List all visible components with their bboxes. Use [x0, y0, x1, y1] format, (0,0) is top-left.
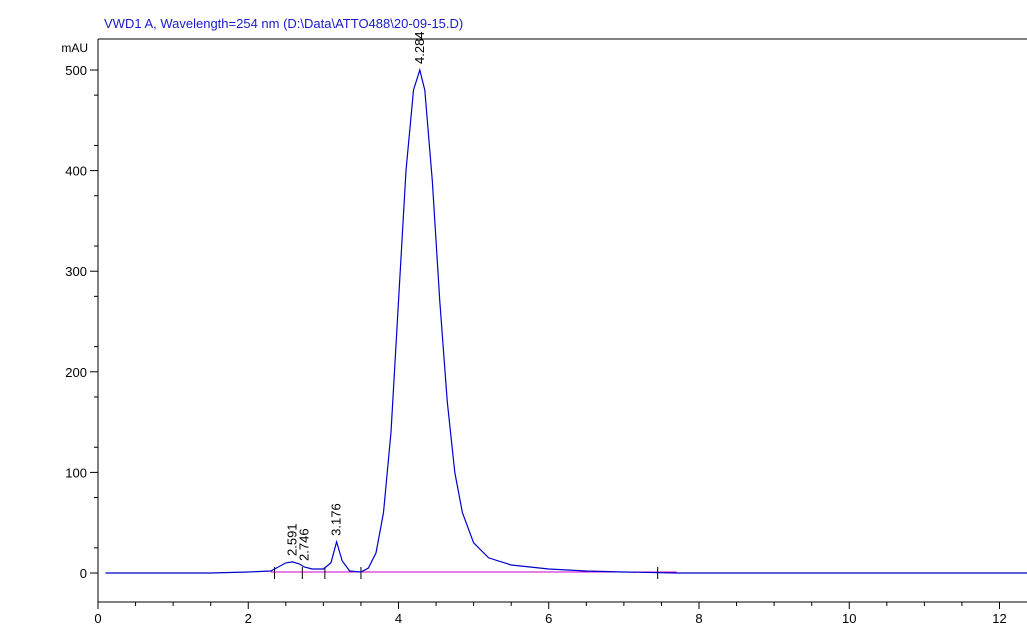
y-tick-label: 100: [65, 465, 87, 480]
peak-label: 2.746: [296, 528, 311, 561]
y-tick-label: 300: [65, 264, 87, 279]
x-tick-label: 6: [545, 611, 552, 626]
signal-trace-line: [105, 67, 1027, 574]
x-tick-label: 10: [842, 611, 856, 626]
y-tick-label: 400: [65, 164, 87, 179]
y-tick-label: 200: [65, 365, 87, 380]
x-tick-label: 2: [245, 611, 252, 626]
y-axis-unit-label: mAU: [61, 41, 88, 55]
plot-frame: [97, 38, 1027, 603]
x-tick-label: 4: [395, 611, 402, 626]
chart-title: VWD1 A, Wavelength=254 nm (D:\Data\ATTO4…: [104, 16, 463, 31]
x-axis-ticks: 0 2 4 6 8 10 12: [94, 602, 1007, 626]
x-tick-label: 8: [695, 611, 702, 626]
x-tick-label: 0: [94, 611, 101, 626]
peak-label: 4.284: [412, 31, 427, 64]
x-tick-label: 12: [992, 611, 1006, 626]
peak-label: 3.176: [329, 503, 344, 536]
peak-label: 2.591: [285, 523, 300, 556]
y-axis-ticks: 0 100 200 300 400 500: [65, 63, 98, 581]
y-tick-label: 500: [65, 63, 87, 78]
y-tick-label: 0: [80, 566, 87, 581]
integration-markers: [274, 567, 659, 579]
